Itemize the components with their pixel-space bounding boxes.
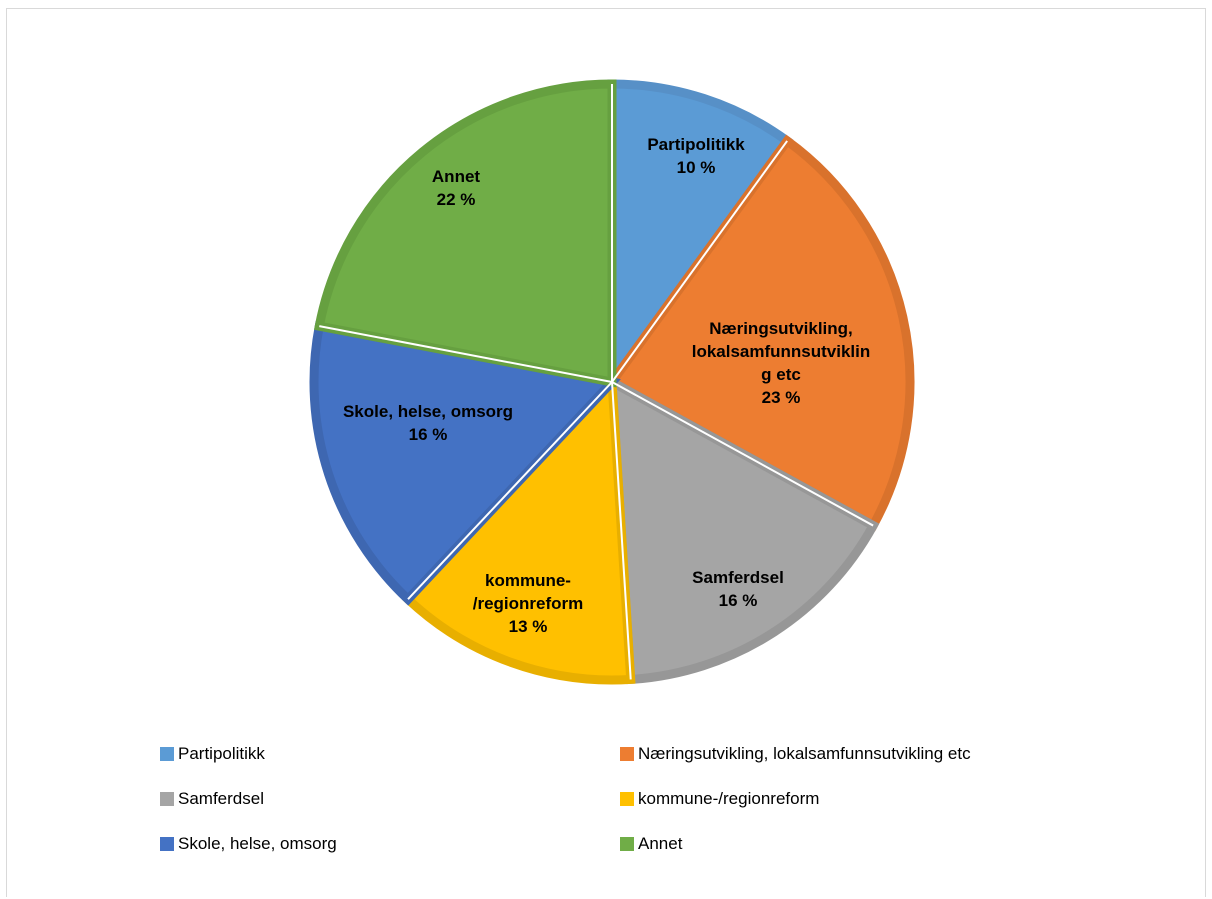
slice-separator-3	[611, 381, 874, 527]
pie-slice-6	[314, 79, 617, 388]
pie-slice-1	[607, 79, 794, 396]
slice-separator-4	[611, 381, 632, 680]
data-label-category-6: Annet	[432, 167, 481, 186]
data-label-category-2: g etc	[761, 365, 801, 384]
slice-separator-2	[611, 140, 788, 383]
pie-slice-5	[309, 320, 621, 606]
data-label-category-4: /regionreform	[473, 594, 584, 613]
data-label-value-4: 13 %	[509, 617, 548, 636]
data-label-category-2: lokalsamfunnsutviklin	[692, 342, 871, 361]
data-label-category-3: Samferdsel	[692, 568, 784, 587]
pie-slices	[309, 79, 915, 685]
pie-slice-2	[605, 134, 915, 532]
data-label-category-5: Skole, helse, omsorg	[343, 402, 513, 421]
data-label-value-3: 16 %	[719, 591, 758, 610]
data-label-value-1: 10 %	[677, 158, 716, 177]
data-label-category-2: Næringsutvikling,	[709, 319, 853, 338]
pie-data-labels: Partipolitikk 10 % Næringsutvikling, lokals…	[343, 135, 870, 636]
pie-slice-3	[606, 374, 880, 685]
data-label-category-4: kommune-	[485, 571, 571, 590]
data-label-category-1: Partipolitikk	[647, 135, 745, 154]
slice-separator-5	[407, 381, 613, 600]
data-label-value-2: 23 %	[762, 388, 801, 407]
slice-separator-6	[319, 325, 613, 383]
pie-slice-4	[401, 371, 636, 685]
data-label-value-6: 22 %	[437, 190, 476, 209]
data-label-value-5: 16 %	[409, 425, 448, 444]
